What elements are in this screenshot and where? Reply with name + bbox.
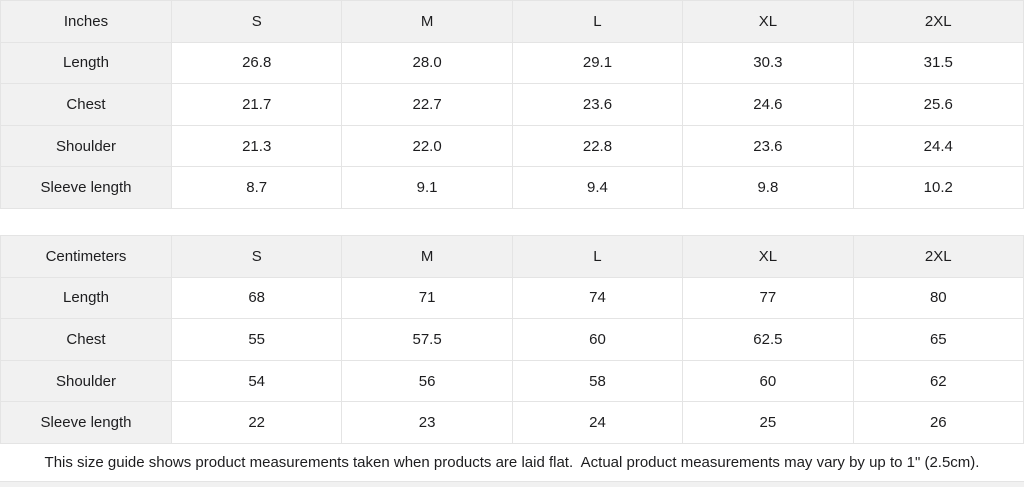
- measurement-label-cell: Shoulder: [0, 124, 172, 168]
- measurement-value-cell: 22.7: [341, 83, 513, 126]
- measurement-value-cell: 8.7: [170, 166, 343, 209]
- size-guide-note: This size guide shows product measuremen…: [0, 443, 1024, 481]
- measurement-label-cell: Shoulder: [0, 359, 172, 403]
- measurement-label-cell: Length: [0, 41, 172, 85]
- measurement-value-cell: 21.7: [170, 83, 343, 126]
- table-gap: [0, 208, 1024, 235]
- measurement-value-cell: 28.0: [341, 41, 513, 85]
- measurement-label-cell: Sleeve length: [0, 401, 172, 444]
- measurement-value-cell: 26: [852, 401, 1024, 444]
- size-table-header-row: Inches S M L XL 2XL: [0, 0, 1024, 43]
- measurement-label-cell: Chest: [0, 318, 172, 361]
- measurement-value-cell: 57.5: [341, 318, 513, 361]
- measurement-value-cell: 58: [511, 359, 684, 403]
- inches-size-table: Inches S M L XL 2XL Length 26.8 28.0 29.1 30.3 31.5…: [0, 0, 1024, 209]
- unit-header-cell: Centimeters: [0, 234, 172, 278]
- size-column-header: XL: [682, 234, 854, 278]
- measurement-value-cell: 21.3: [170, 124, 343, 168]
- measurement-value-cell: 31.5: [852, 41, 1024, 85]
- measurement-value-cell: 74: [511, 276, 684, 320]
- measurement-value-cell: 65: [852, 318, 1024, 361]
- measurement-value-cell: 22: [170, 401, 343, 444]
- measurement-value-cell: 56: [341, 359, 513, 403]
- unit-header-cell: Inches: [0, 0, 172, 43]
- measurement-value-cell: 24.6: [682, 83, 854, 126]
- size-column-header: S: [170, 0, 343, 43]
- measurement-value-cell: 62: [852, 359, 1024, 403]
- measurement-row: Chest 21.7 22.7 23.6 24.6 25.6: [0, 83, 1024, 126]
- bottom-divider: [0, 480, 1024, 487]
- measurement-value-cell: 29.1: [511, 41, 684, 85]
- measurement-label-cell: Length: [0, 276, 172, 320]
- centimeters-size-table: Centimeters S M L XL 2XL Length 68 71 74 77 80 Chest…: [0, 234, 1024, 444]
- measurement-row: Length 26.8 28.0 29.1 30.3 31.5: [0, 41, 1024, 85]
- measurement-value-cell: 22.0: [341, 124, 513, 168]
- measurement-value-cell: 23.6: [511, 83, 684, 126]
- size-column-header: 2XL: [852, 234, 1024, 278]
- measurement-value-cell: 24.4: [852, 124, 1024, 168]
- measurement-value-cell: 77: [682, 276, 854, 320]
- measurement-value-cell: 10.2: [852, 166, 1024, 209]
- measurement-label-cell: Chest: [0, 83, 172, 126]
- measurement-value-cell: 60: [682, 359, 854, 403]
- measurement-value-cell: 9.8: [682, 166, 854, 209]
- measurement-row: Sleeve length 22 23 24 25 26: [0, 401, 1024, 444]
- measurement-value-cell: 62.5: [682, 318, 854, 361]
- size-column-header: M: [341, 234, 513, 278]
- size-column-header: 2XL: [852, 0, 1024, 43]
- size-column-header: L: [511, 234, 684, 278]
- size-column-header: XL: [682, 0, 854, 43]
- measurement-value-cell: 25.6: [852, 83, 1024, 126]
- measurement-value-cell: 24: [511, 401, 684, 444]
- measurement-row: Length 68 71 74 77 80: [0, 276, 1024, 320]
- measurement-value-cell: 71: [341, 276, 513, 320]
- measurement-value-cell: 55: [170, 318, 343, 361]
- measurement-row: Chest 55 57.5 60 62.5 65: [0, 318, 1024, 361]
- measurement-value-cell: 23.6: [682, 124, 854, 168]
- measurement-value-cell: 9.4: [511, 166, 684, 209]
- measurement-value-cell: 54: [170, 359, 343, 403]
- measurement-value-cell: 26.8: [170, 41, 343, 85]
- measurement-value-cell: 25: [682, 401, 854, 444]
- measurement-label-cell: Sleeve length: [0, 166, 172, 209]
- measurement-value-cell: 30.3: [682, 41, 854, 85]
- measurement-value-cell: 22.8: [511, 124, 684, 168]
- measurement-value-cell: 68: [170, 276, 343, 320]
- measurement-value-cell: 60: [511, 318, 684, 361]
- measurement-value-cell: 9.1: [341, 166, 513, 209]
- measurement-row: Shoulder 21.3 22.0 22.8 23.6 24.4: [0, 124, 1024, 168]
- size-column-header: L: [511, 0, 684, 43]
- size-column-header: M: [341, 0, 513, 43]
- size-column-header: S: [170, 234, 343, 278]
- measurement-row: Sleeve length 8.7 9.1 9.4 9.8 10.2: [0, 166, 1024, 209]
- measurement-value-cell: 80: [852, 276, 1024, 320]
- measurement-row: Shoulder 54 56 58 60 62: [0, 359, 1024, 403]
- size-table-header-row: Centimeters S M L XL 2XL: [0, 234, 1024, 278]
- measurement-value-cell: 23: [341, 401, 513, 444]
